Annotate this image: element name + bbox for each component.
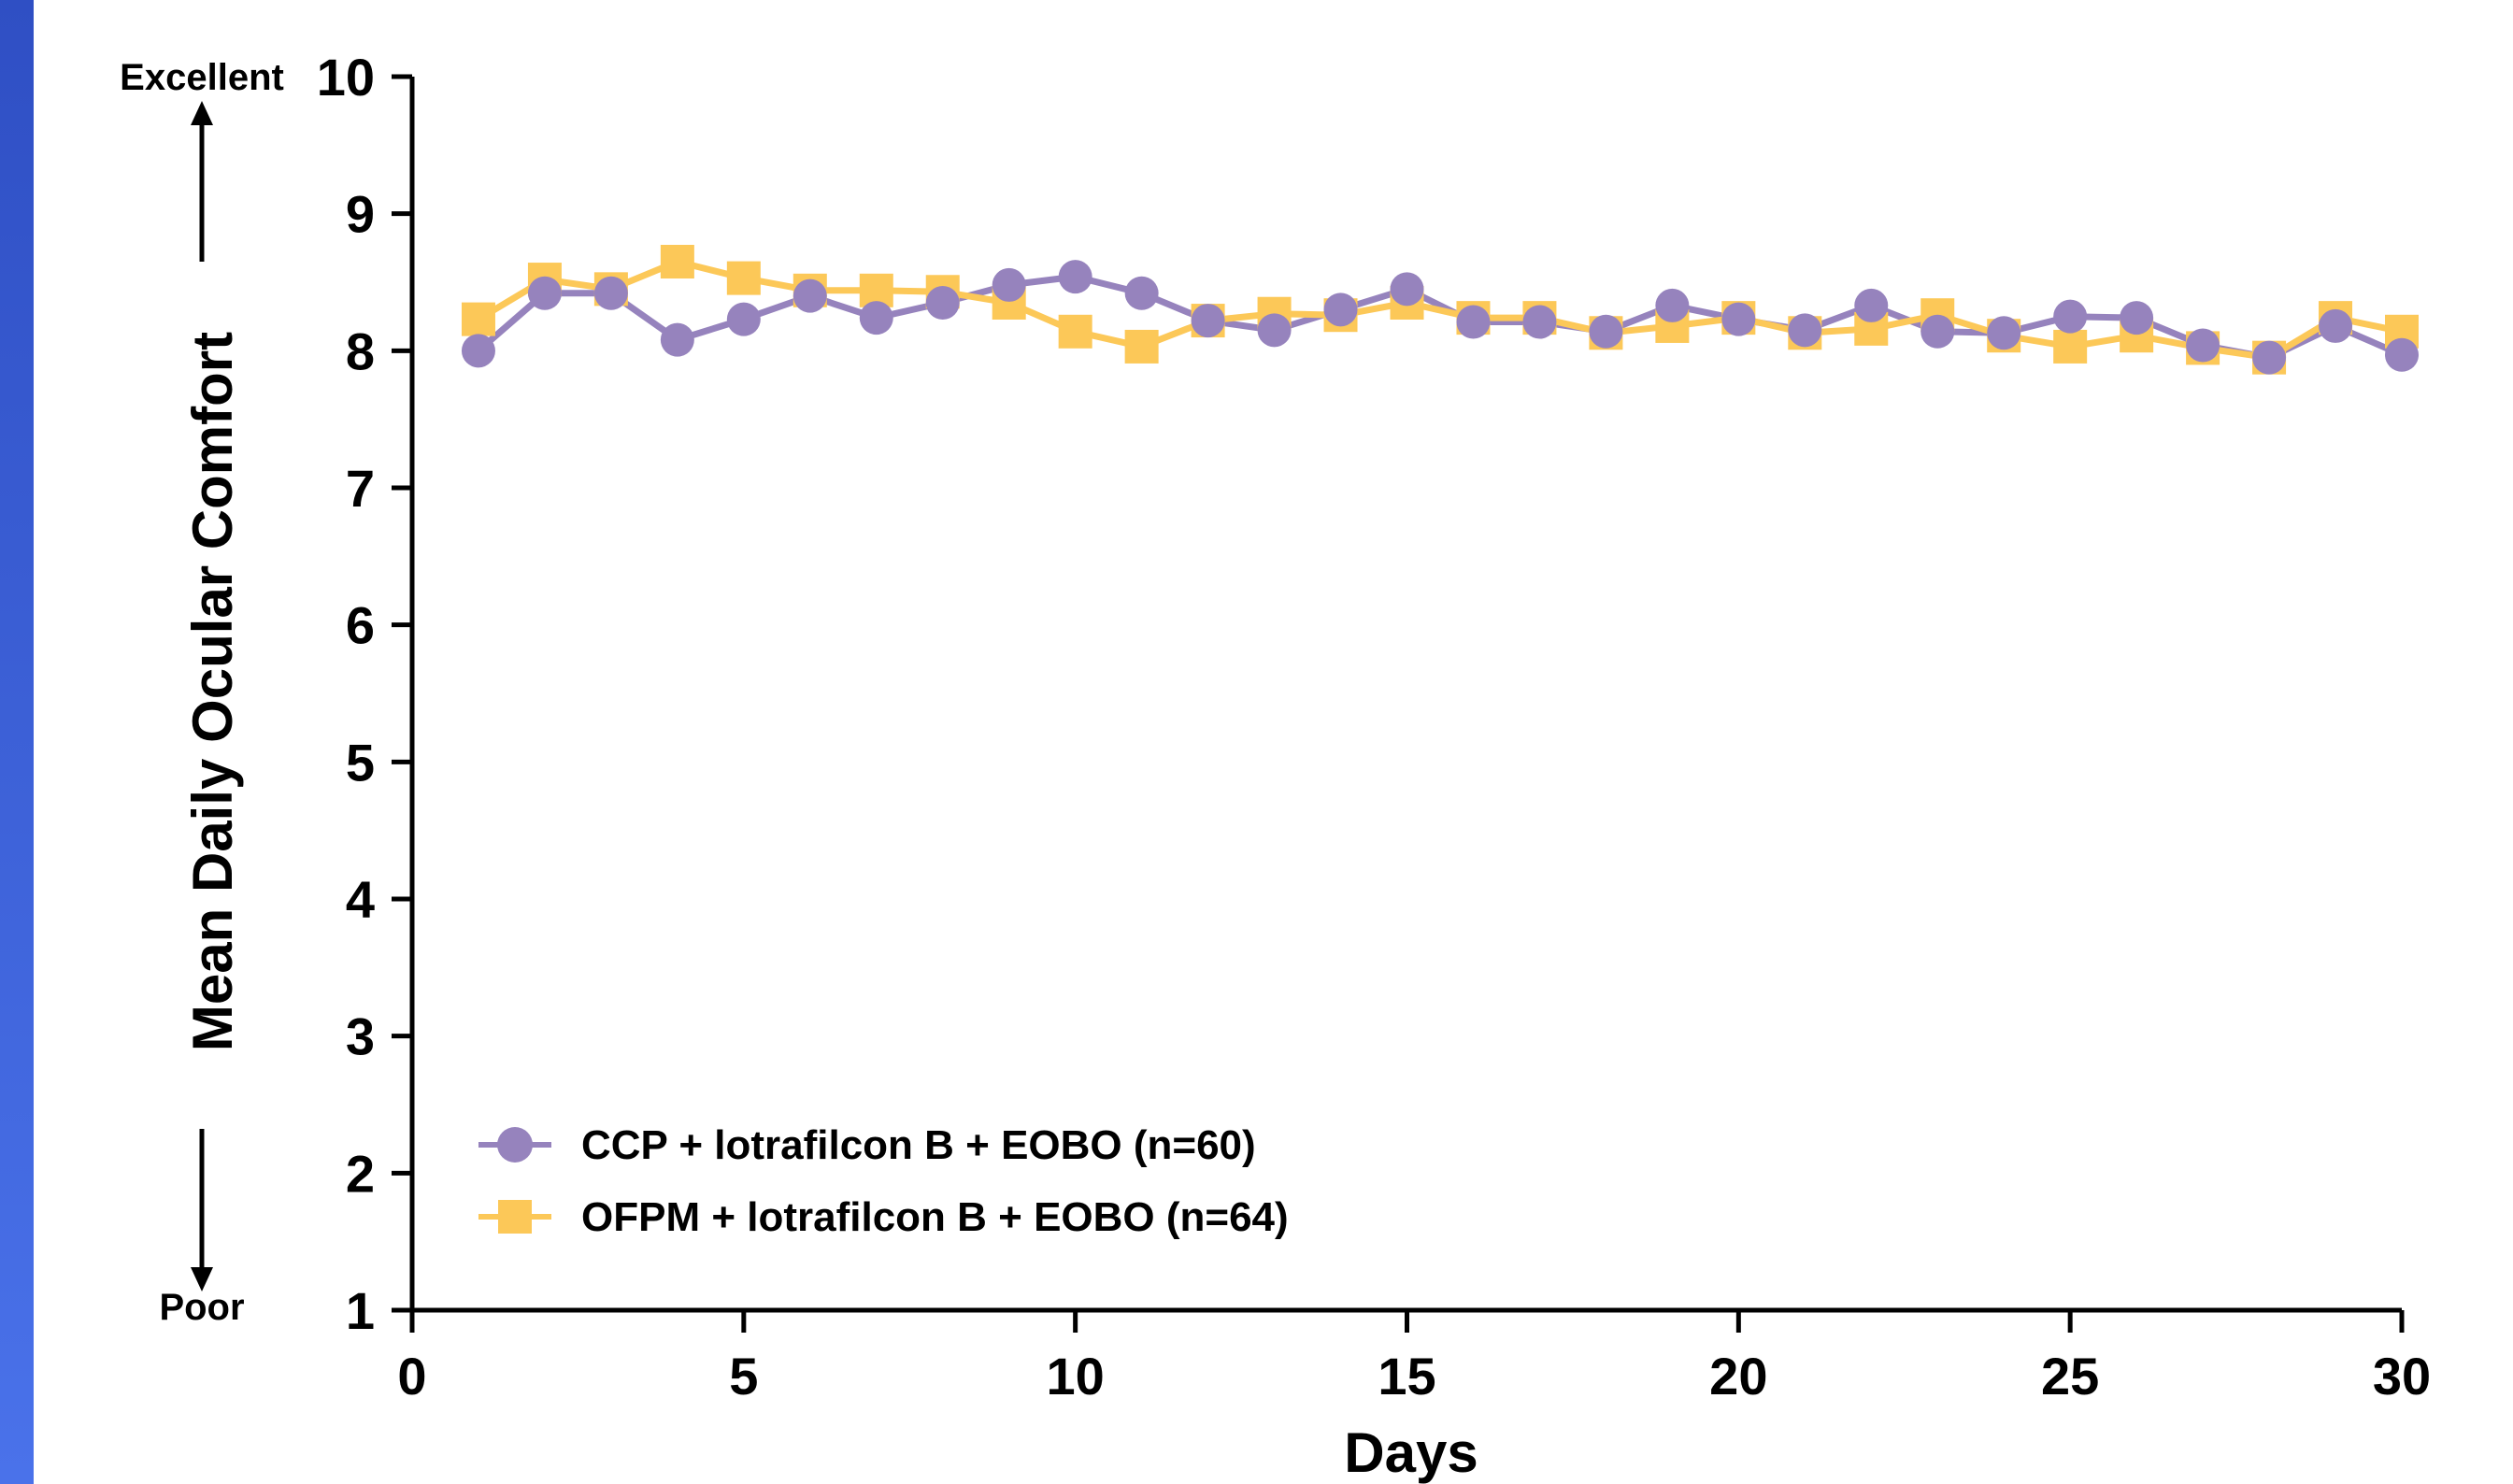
- y-tick-label: 2: [346, 1144, 375, 1203]
- legend-item-ofpm: OFPM + lotrafilcon B + EOBO (n=64): [478, 1194, 1289, 1240]
- legend-item-ccp: CCP + lotrafilcon B + EOBO (n=60): [478, 1122, 1256, 1168]
- y-axis-annotation: Mean Daily Ocular Comfort Excellent Poor: [120, 57, 284, 1328]
- data-point-circle: [2053, 299, 2088, 334]
- legend-swatch-marker-ccp: [497, 1127, 533, 1163]
- data-point-circle: [992, 267, 1026, 302]
- data-point-circle: [1522, 305, 1557, 339]
- data-point-circle: [2186, 328, 2220, 363]
- legend-label-ccp: CCP + lotrafilcon B + EOBO (n=60): [581, 1122, 1256, 1168]
- x-axis-title: Days: [1344, 1421, 1478, 1484]
- y-tick-label: 7: [346, 459, 375, 518]
- data-point-circle: [2252, 340, 2287, 375]
- data-point-circle: [1191, 304, 1225, 338]
- series-markers: [461, 245, 2419, 375]
- data-point-circle: [1124, 276, 1159, 310]
- legend: CCP + lotrafilcon B + EOBO (n=60) OFPM +…: [478, 1122, 1289, 1240]
- y-tick-label: 4: [346, 870, 375, 929]
- x-tick-label: 15: [1378, 1347, 1435, 1406]
- legend-swatch-marker-ofpm: [498, 1200, 532, 1234]
- data-point-circle: [1721, 302, 1756, 336]
- y-tick-label: 8: [346, 321, 375, 380]
- data-point-circle: [1589, 314, 1623, 349]
- data-point-circle: [1854, 288, 1889, 322]
- y-axis-title: Mean Daily Ocular Comfort: [181, 332, 244, 1051]
- data-point-circle: [660, 322, 694, 357]
- data-point-circle: [1323, 293, 1358, 327]
- data-point-circle: [1257, 313, 1292, 348]
- data-point-circle: [1456, 305, 1491, 339]
- data-point-circle: [1920, 314, 1955, 349]
- data-point-circle: [2120, 301, 2154, 335]
- y-tick-label: 3: [346, 1007, 375, 1066]
- x-tick-label: 10: [1047, 1347, 1105, 1406]
- y-tick-label: 1: [346, 1281, 375, 1340]
- data-point-square: [2053, 329, 2088, 364]
- data-point-circle: [1655, 288, 1690, 322]
- y-excellent-label: Excellent: [120, 57, 284, 98]
- data-point-circle: [461, 334, 495, 368]
- y-arrow-up-head: [191, 101, 213, 125]
- axes: 1 2 3 4 5 6 7 8 9 10 0 5 10 15 20 25 30: [317, 48, 2431, 1406]
- data-point-square: [660, 245, 694, 278]
- x-tick-label: 0: [397, 1347, 426, 1406]
- x-tick-label: 5: [729, 1347, 758, 1406]
- data-point-square: [1124, 329, 1159, 364]
- y-tick-label: 9: [346, 185, 375, 244]
- data-point-circle: [593, 276, 628, 310]
- data-point-square: [1058, 314, 1092, 349]
- data-point-circle: [527, 276, 562, 310]
- data-point-circle: [925, 286, 960, 320]
- data-point-circle: [1058, 260, 1092, 294]
- data-point-square: [726, 261, 761, 295]
- y-tick-label: 10: [317, 48, 375, 107]
- data-point-circle: [1788, 313, 1822, 348]
- data-point-circle: [859, 301, 893, 335]
- x-tick-label: 25: [2041, 1347, 2099, 1406]
- data-point-circle: [726, 302, 761, 336]
- data-point-circle: [792, 278, 827, 313]
- data-point-square: [461, 302, 495, 336]
- y-arrow-down-head: [191, 1267, 213, 1291]
- data-point-circle: [2385, 337, 2419, 372]
- data-point-circle: [1390, 272, 1424, 307]
- data-point-circle: [1987, 316, 2021, 350]
- side-accent-bar: [0, 0, 34, 1484]
- data-point-circle: [2319, 308, 2353, 343]
- x-tick-label: 30: [2373, 1347, 2431, 1406]
- y-tick-label: 5: [346, 733, 375, 792]
- series-line-0: [476, 273, 2404, 362]
- y-tick-label: 6: [346, 596, 375, 655]
- series-lines: [476, 258, 2404, 362]
- legend-label-ofpm: OFPM + lotrafilcon B + EOBO (n=64): [581, 1194, 1289, 1240]
- x-tick-label: 20: [1709, 1347, 1767, 1406]
- y-poor-label: Poor: [159, 1287, 244, 1328]
